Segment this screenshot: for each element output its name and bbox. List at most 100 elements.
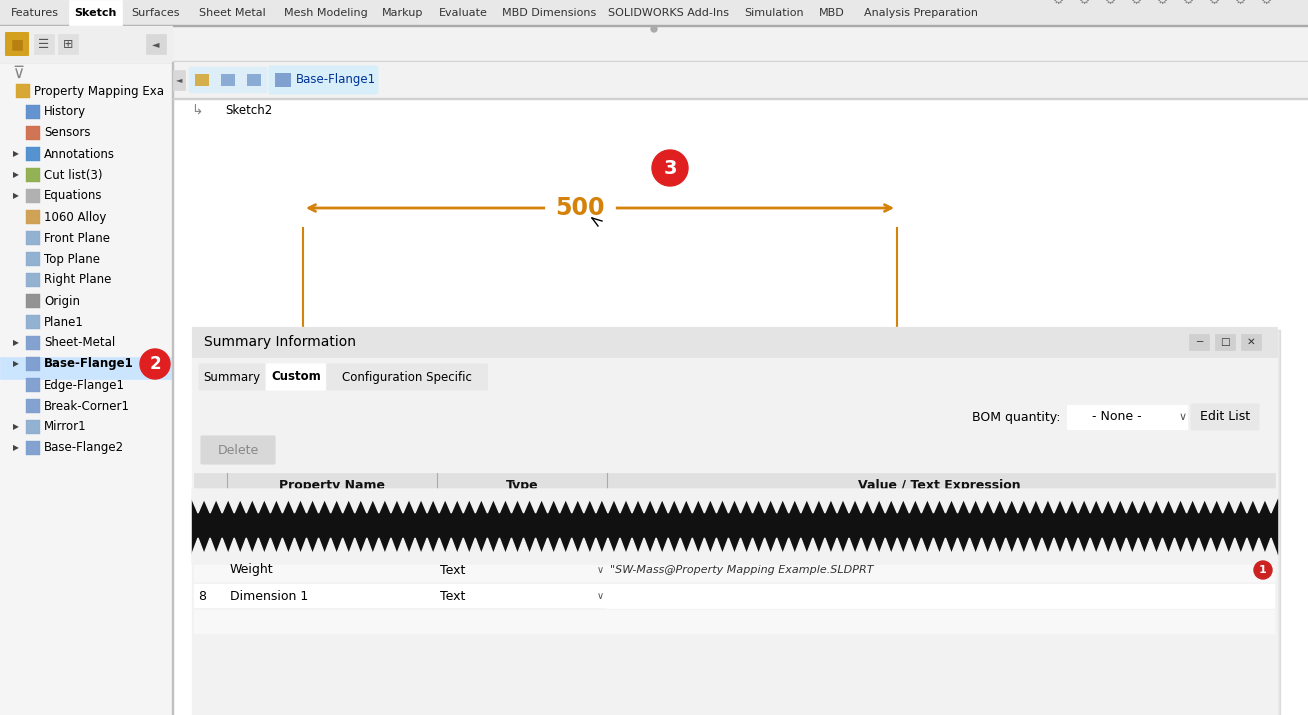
Text: 500: 500: [556, 196, 604, 220]
Text: 1060 Alloy: 1060 Alloy: [44, 210, 106, 224]
FancyBboxPatch shape: [5, 32, 29, 56]
Text: ▶: ▶: [13, 192, 18, 200]
Bar: [275, 73, 290, 87]
Text: ─: ─: [1196, 337, 1202, 347]
Text: Markup: Markup: [382, 8, 424, 18]
Text: ⚙: ⚙: [1104, 0, 1116, 6]
FancyBboxPatch shape: [241, 67, 267, 93]
Bar: [173, 62, 1308, 715]
Text: Mesh Modeling: Mesh Modeling: [284, 8, 368, 18]
Text: Sheet Metal: Sheet Metal: [199, 8, 266, 18]
FancyBboxPatch shape: [201, 436, 275, 464]
Text: 1: 1: [1260, 565, 1267, 575]
FancyBboxPatch shape: [188, 67, 215, 93]
Text: ▶: ▶: [13, 360, 18, 368]
Bar: [247, 74, 262, 86]
Bar: [1241, 334, 1261, 350]
Text: ⚙: ⚙: [1261, 0, 1271, 6]
Text: Edge-Flange1: Edge-Flange1: [44, 378, 126, 392]
Bar: [0, 26, 171, 62]
Bar: [26, 231, 41, 245]
Text: Equations: Equations: [44, 189, 102, 202]
Circle shape: [651, 26, 657, 32]
Text: Value / Text Expression: Value / Text Expression: [858, 480, 1020, 493]
FancyBboxPatch shape: [199, 364, 266, 390]
Text: ■: ■: [10, 37, 24, 51]
Bar: [194, 473, 1275, 499]
Text: ▶: ▶: [13, 149, 18, 159]
Bar: [221, 74, 235, 86]
Text: ⚙: ⚙: [1182, 0, 1194, 6]
Bar: [1215, 334, 1235, 350]
Text: ☰: ☰: [38, 37, 50, 51]
Bar: [195, 330, 1281, 715]
Circle shape: [651, 150, 688, 186]
Text: Simulation: Simulation: [744, 8, 804, 18]
Circle shape: [1254, 561, 1271, 579]
Text: Front Plane: Front Plane: [44, 232, 110, 245]
Bar: [0, 61, 1308, 62]
Text: Top Plane: Top Plane: [44, 252, 99, 265]
Bar: [26, 399, 41, 413]
Bar: [192, 327, 1277, 715]
Text: Dimension 1: Dimension 1: [230, 589, 309, 603]
Polygon shape: [192, 489, 1277, 513]
Text: ⊞: ⊞: [63, 37, 73, 51]
Text: BOM quantity:: BOM quantity:: [972, 410, 1061, 423]
Bar: [69, 0, 122, 26]
Text: Origin: Origin: [44, 295, 80, 307]
Text: Configuration Specific: Configuration Specific: [343, 370, 472, 383]
Bar: [16, 84, 30, 98]
Text: ∨: ∨: [596, 591, 604, 601]
Bar: [26, 441, 41, 455]
Text: SOLIDWORKS Add-Ins: SOLIDWORKS Add-Ins: [608, 8, 729, 18]
Text: ⚙: ⚙: [1235, 0, 1245, 6]
Text: Base-Flange1: Base-Flange1: [296, 74, 377, 87]
Bar: [26, 378, 41, 392]
Text: ⚙: ⚙: [1078, 0, 1090, 6]
Bar: [26, 210, 41, 224]
Bar: [26, 126, 41, 140]
Bar: [1067, 405, 1186, 429]
Text: Base-Flange1: Base-Flange1: [44, 358, 133, 370]
Text: Sensors: Sensors: [44, 127, 90, 139]
Bar: [26, 252, 41, 266]
Text: Summary: Summary: [204, 370, 260, 383]
Text: ▶: ▶: [13, 443, 18, 453]
Bar: [0, 25, 1308, 26]
Bar: [173, 62, 1308, 98]
Bar: [194, 558, 1275, 582]
Bar: [0, 0, 1308, 26]
Bar: [26, 294, 41, 308]
Text: Surfaces: Surfaces: [132, 8, 181, 18]
Text: MBD: MBD: [819, 8, 845, 18]
Text: "SW-Mass@Property Mapping Example.SLDPRT: "SW-Mass@Property Mapping Example.SLDPRT: [610, 565, 874, 575]
Text: Evaluate: Evaluate: [438, 8, 488, 18]
Bar: [173, 70, 184, 90]
Text: 8: 8: [198, 589, 205, 603]
Text: ⚙: ⚙: [1209, 0, 1219, 6]
Text: ▶: ▶: [13, 423, 18, 431]
Bar: [173, 98, 1308, 99]
Text: ∨: ∨: [1179, 412, 1188, 422]
Bar: [26, 147, 41, 161]
Text: ◄: ◄: [152, 39, 160, 49]
Text: Features: Features: [10, 8, 59, 18]
Text: Delete: Delete: [217, 443, 259, 456]
Bar: [194, 584, 1275, 608]
Bar: [607, 585, 1273, 607]
Bar: [34, 34, 54, 54]
Text: MBD Dimensions: MBD Dimensions: [502, 8, 596, 18]
Bar: [1189, 334, 1209, 350]
Bar: [58, 34, 78, 54]
Polygon shape: [192, 538, 1277, 564]
Text: 3: 3: [663, 159, 676, 177]
Text: 2: 2: [149, 355, 161, 373]
Bar: [192, 499, 1277, 554]
Text: Edit List: Edit List: [1199, 410, 1250, 423]
Text: Type: Type: [506, 480, 539, 493]
Bar: [26, 168, 41, 182]
Bar: [26, 315, 41, 329]
Text: Summary Information: Summary Information: [204, 335, 356, 349]
FancyBboxPatch shape: [266, 364, 326, 390]
